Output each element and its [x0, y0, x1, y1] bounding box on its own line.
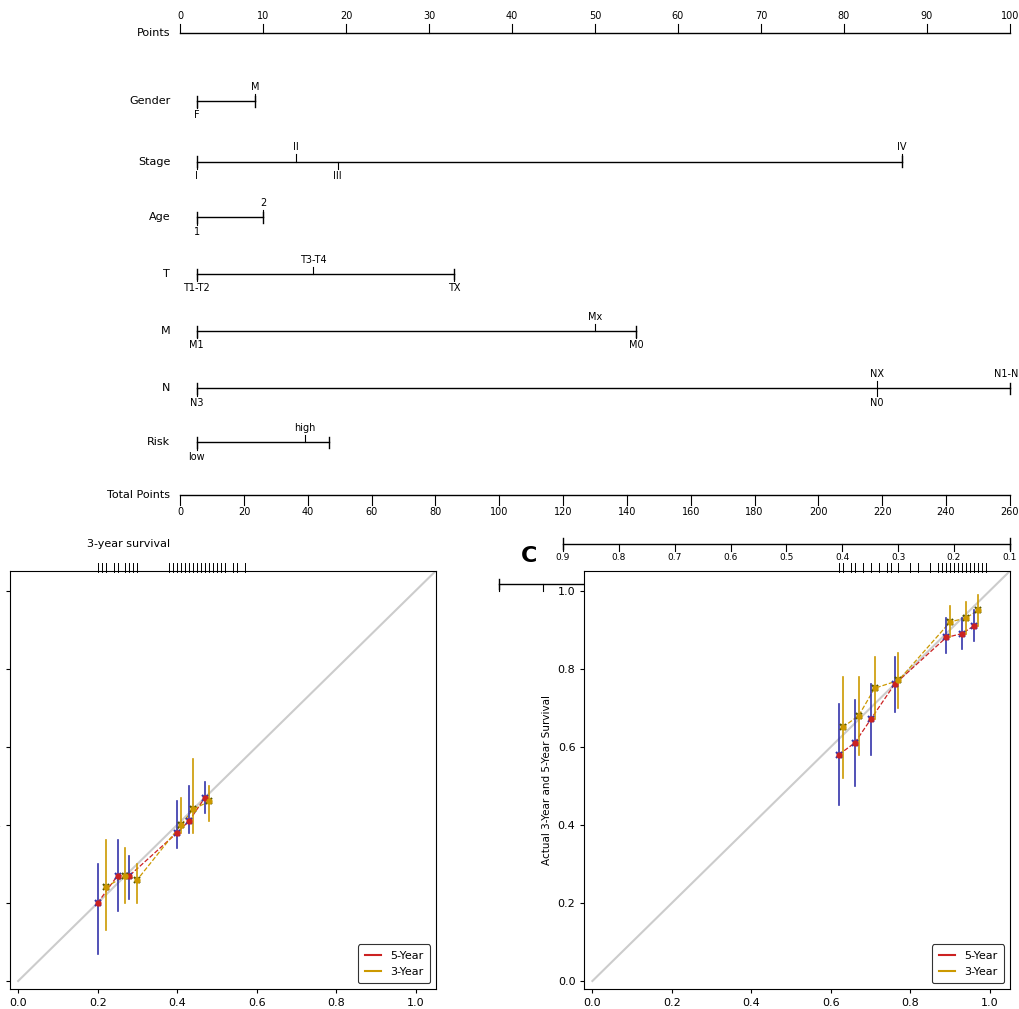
Text: 3-year survival: 3-year survival [87, 539, 170, 549]
Text: NX: NX [869, 369, 883, 379]
Text: 120: 120 [553, 508, 572, 518]
Text: IV: IV [897, 142, 906, 152]
Text: 60: 60 [672, 11, 684, 21]
Text: 0.9: 0.9 [555, 553, 570, 562]
Text: Gender: Gender [128, 96, 170, 106]
Text: M0: M0 [629, 340, 643, 350]
Text: Mx: Mx [587, 312, 601, 322]
Text: 5-year survival: 5-year survival [87, 579, 170, 589]
Text: 0.8: 0.8 [611, 553, 626, 562]
Text: III: III [333, 172, 341, 181]
Text: 80: 80 [837, 11, 849, 21]
Text: 180: 180 [745, 508, 763, 518]
Text: N3: N3 [190, 398, 203, 408]
Text: 1: 1 [194, 227, 200, 237]
Text: 100: 100 [1000, 11, 1018, 21]
Text: 40: 40 [302, 508, 314, 518]
Y-axis label: Actual 3-Year and 5-Year Survival: Actual 3-Year and 5-Year Survival [541, 695, 551, 865]
Text: II: II [293, 142, 299, 152]
Text: 200: 200 [808, 508, 826, 518]
Text: T3-T4: T3-T4 [300, 254, 326, 264]
Text: 80: 80 [429, 508, 441, 518]
Text: 100: 100 [489, 508, 507, 518]
Text: 30: 30 [423, 11, 435, 21]
Text: 10: 10 [257, 11, 269, 21]
Text: 20: 20 [237, 508, 250, 518]
Text: N1-N2: N1-N2 [994, 369, 1019, 379]
Text: Points: Points [137, 28, 170, 38]
Text: 240: 240 [935, 508, 954, 518]
Text: I: I [195, 172, 198, 181]
Text: 50: 50 [588, 11, 600, 21]
Text: 90: 90 [920, 11, 932, 21]
Text: F: F [194, 110, 200, 120]
Text: 0.4: 0.4 [835, 553, 849, 562]
Text: 0: 0 [177, 11, 183, 21]
Text: 160: 160 [681, 508, 699, 518]
Text: N0: N0 [869, 398, 882, 408]
Text: 0.7: 0.7 [666, 553, 682, 562]
Legend: 5-Year, 3-Year: 5-Year, 3-Year [358, 944, 430, 983]
Text: 220: 220 [872, 508, 891, 518]
Text: 2: 2 [260, 198, 266, 208]
Text: 70: 70 [754, 11, 766, 21]
Text: high: high [293, 423, 315, 433]
Text: 0.6: 0.6 [722, 553, 737, 562]
Text: T: T [163, 269, 170, 279]
Text: 0.3: 0.3 [890, 553, 905, 562]
Text: 0.5: 0.5 [779, 553, 793, 562]
Text: Total Points: Total Points [107, 490, 170, 500]
Text: 140: 140 [618, 508, 636, 518]
Text: N: N [162, 383, 170, 394]
Text: M: M [251, 82, 259, 92]
Text: M1: M1 [190, 340, 204, 350]
Text: TX: TX [447, 284, 460, 294]
Text: 260: 260 [1000, 508, 1018, 518]
Text: Age: Age [149, 213, 170, 222]
Text: 0.1: 0.1 [1002, 553, 1016, 562]
Text: 20: 20 [339, 11, 352, 21]
Text: M: M [160, 326, 170, 336]
Text: 40: 40 [505, 11, 518, 21]
Text: T1-T2: T1-T2 [183, 284, 210, 294]
Text: 0.2: 0.2 [946, 553, 960, 562]
Text: 60: 60 [365, 508, 377, 518]
Text: Stage: Stage [138, 156, 170, 166]
Text: 0: 0 [177, 508, 183, 518]
Text: Risk: Risk [147, 438, 170, 447]
Legend: 5-Year, 3-Year: 5-Year, 3-Year [931, 944, 1004, 983]
Text: low: low [189, 452, 205, 462]
Text: C: C [520, 546, 536, 566]
